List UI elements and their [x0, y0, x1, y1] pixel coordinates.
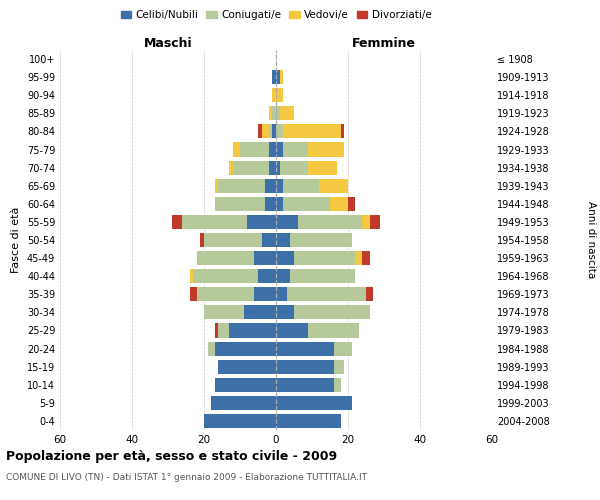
Bar	[298, 215, 362, 229]
Bar	[355, 251, 362, 265]
Bar	[215, 342, 276, 355]
Text: Maschi: Maschi	[143, 37, 193, 50]
Bar	[172, 215, 182, 229]
Bar	[269, 124, 272, 138]
Bar	[290, 269, 355, 283]
Bar	[276, 396, 352, 410]
Text: Femmine: Femmine	[352, 37, 416, 50]
Bar	[283, 178, 319, 193]
Bar	[276, 306, 294, 320]
Bar	[233, 160, 269, 174]
Bar	[272, 70, 276, 84]
Bar	[283, 197, 330, 211]
Bar	[247, 215, 276, 229]
Bar	[204, 414, 276, 428]
Bar	[276, 360, 334, 374]
Text: COMUNE DI LIVO (TN) - Dati ISTAT 1° gennaio 2009 - Elaborazione TUTTITALIA.IT: COMUNE DI LIVO (TN) - Dati ISTAT 1° genn…	[6, 472, 367, 482]
Bar	[215, 178, 218, 193]
Bar	[269, 142, 276, 156]
Bar	[276, 378, 334, 392]
Bar	[319, 178, 348, 193]
Bar	[276, 414, 341, 428]
Bar	[269, 160, 276, 174]
Bar	[308, 324, 359, 338]
Bar	[294, 306, 370, 320]
Bar	[244, 306, 276, 320]
Bar	[254, 251, 276, 265]
Bar	[276, 269, 290, 283]
Y-axis label: Fasce di età: Fasce di età	[11, 207, 21, 273]
Bar	[276, 70, 280, 84]
Bar	[366, 287, 373, 302]
Bar	[272, 106, 276, 120]
Bar	[218, 360, 276, 374]
Bar	[308, 142, 344, 156]
Bar	[330, 197, 348, 211]
Bar	[190, 287, 197, 302]
Bar	[215, 197, 265, 211]
Bar	[276, 342, 334, 355]
Bar	[229, 324, 276, 338]
Bar	[283, 124, 341, 138]
Bar	[362, 251, 370, 265]
Bar	[193, 269, 258, 283]
Bar	[280, 160, 308, 174]
Bar	[334, 378, 341, 392]
Bar	[294, 251, 355, 265]
Bar	[211, 396, 276, 410]
Bar	[283, 142, 308, 156]
Bar	[254, 287, 276, 302]
Bar	[197, 287, 254, 302]
Bar	[290, 233, 352, 247]
Bar	[370, 215, 380, 229]
Bar	[197, 251, 254, 265]
Bar	[334, 360, 344, 374]
Bar	[258, 124, 262, 138]
Bar	[276, 142, 283, 156]
Bar	[272, 88, 276, 102]
Bar	[262, 233, 276, 247]
Bar	[276, 88, 283, 102]
Bar	[265, 197, 276, 211]
Bar	[204, 306, 244, 320]
Bar	[276, 178, 283, 193]
Bar	[233, 142, 240, 156]
Bar	[362, 215, 370, 229]
Bar	[272, 124, 276, 138]
Bar	[341, 124, 344, 138]
Bar	[218, 178, 265, 193]
Bar	[182, 215, 247, 229]
Bar	[276, 124, 283, 138]
Text: Anni di nascita: Anni di nascita	[586, 202, 596, 278]
Bar	[276, 287, 287, 302]
Bar	[215, 378, 276, 392]
Bar	[280, 70, 283, 84]
Bar	[280, 106, 294, 120]
Bar	[190, 269, 193, 283]
Bar	[348, 197, 355, 211]
Legend: Celibi/Nubili, Coniugati/e, Vedovi/e, Divorziati/e: Celibi/Nubili, Coniugati/e, Vedovi/e, Di…	[116, 6, 436, 24]
Text: Popolazione per età, sesso e stato civile - 2009: Popolazione per età, sesso e stato civil…	[6, 450, 337, 463]
Bar	[308, 160, 337, 174]
Bar	[218, 324, 229, 338]
Bar	[262, 124, 269, 138]
Bar	[276, 197, 283, 211]
Bar	[276, 324, 308, 338]
Bar	[200, 233, 204, 247]
Bar	[276, 215, 298, 229]
Bar	[334, 342, 352, 355]
Bar	[287, 287, 366, 302]
Bar	[276, 106, 280, 120]
Bar	[204, 233, 262, 247]
Bar	[276, 160, 280, 174]
Bar	[229, 160, 233, 174]
Bar	[215, 324, 218, 338]
Bar	[269, 106, 272, 120]
Bar	[265, 178, 276, 193]
Bar	[208, 342, 215, 355]
Bar	[240, 142, 269, 156]
Bar	[276, 233, 290, 247]
Bar	[276, 251, 294, 265]
Bar	[258, 269, 276, 283]
